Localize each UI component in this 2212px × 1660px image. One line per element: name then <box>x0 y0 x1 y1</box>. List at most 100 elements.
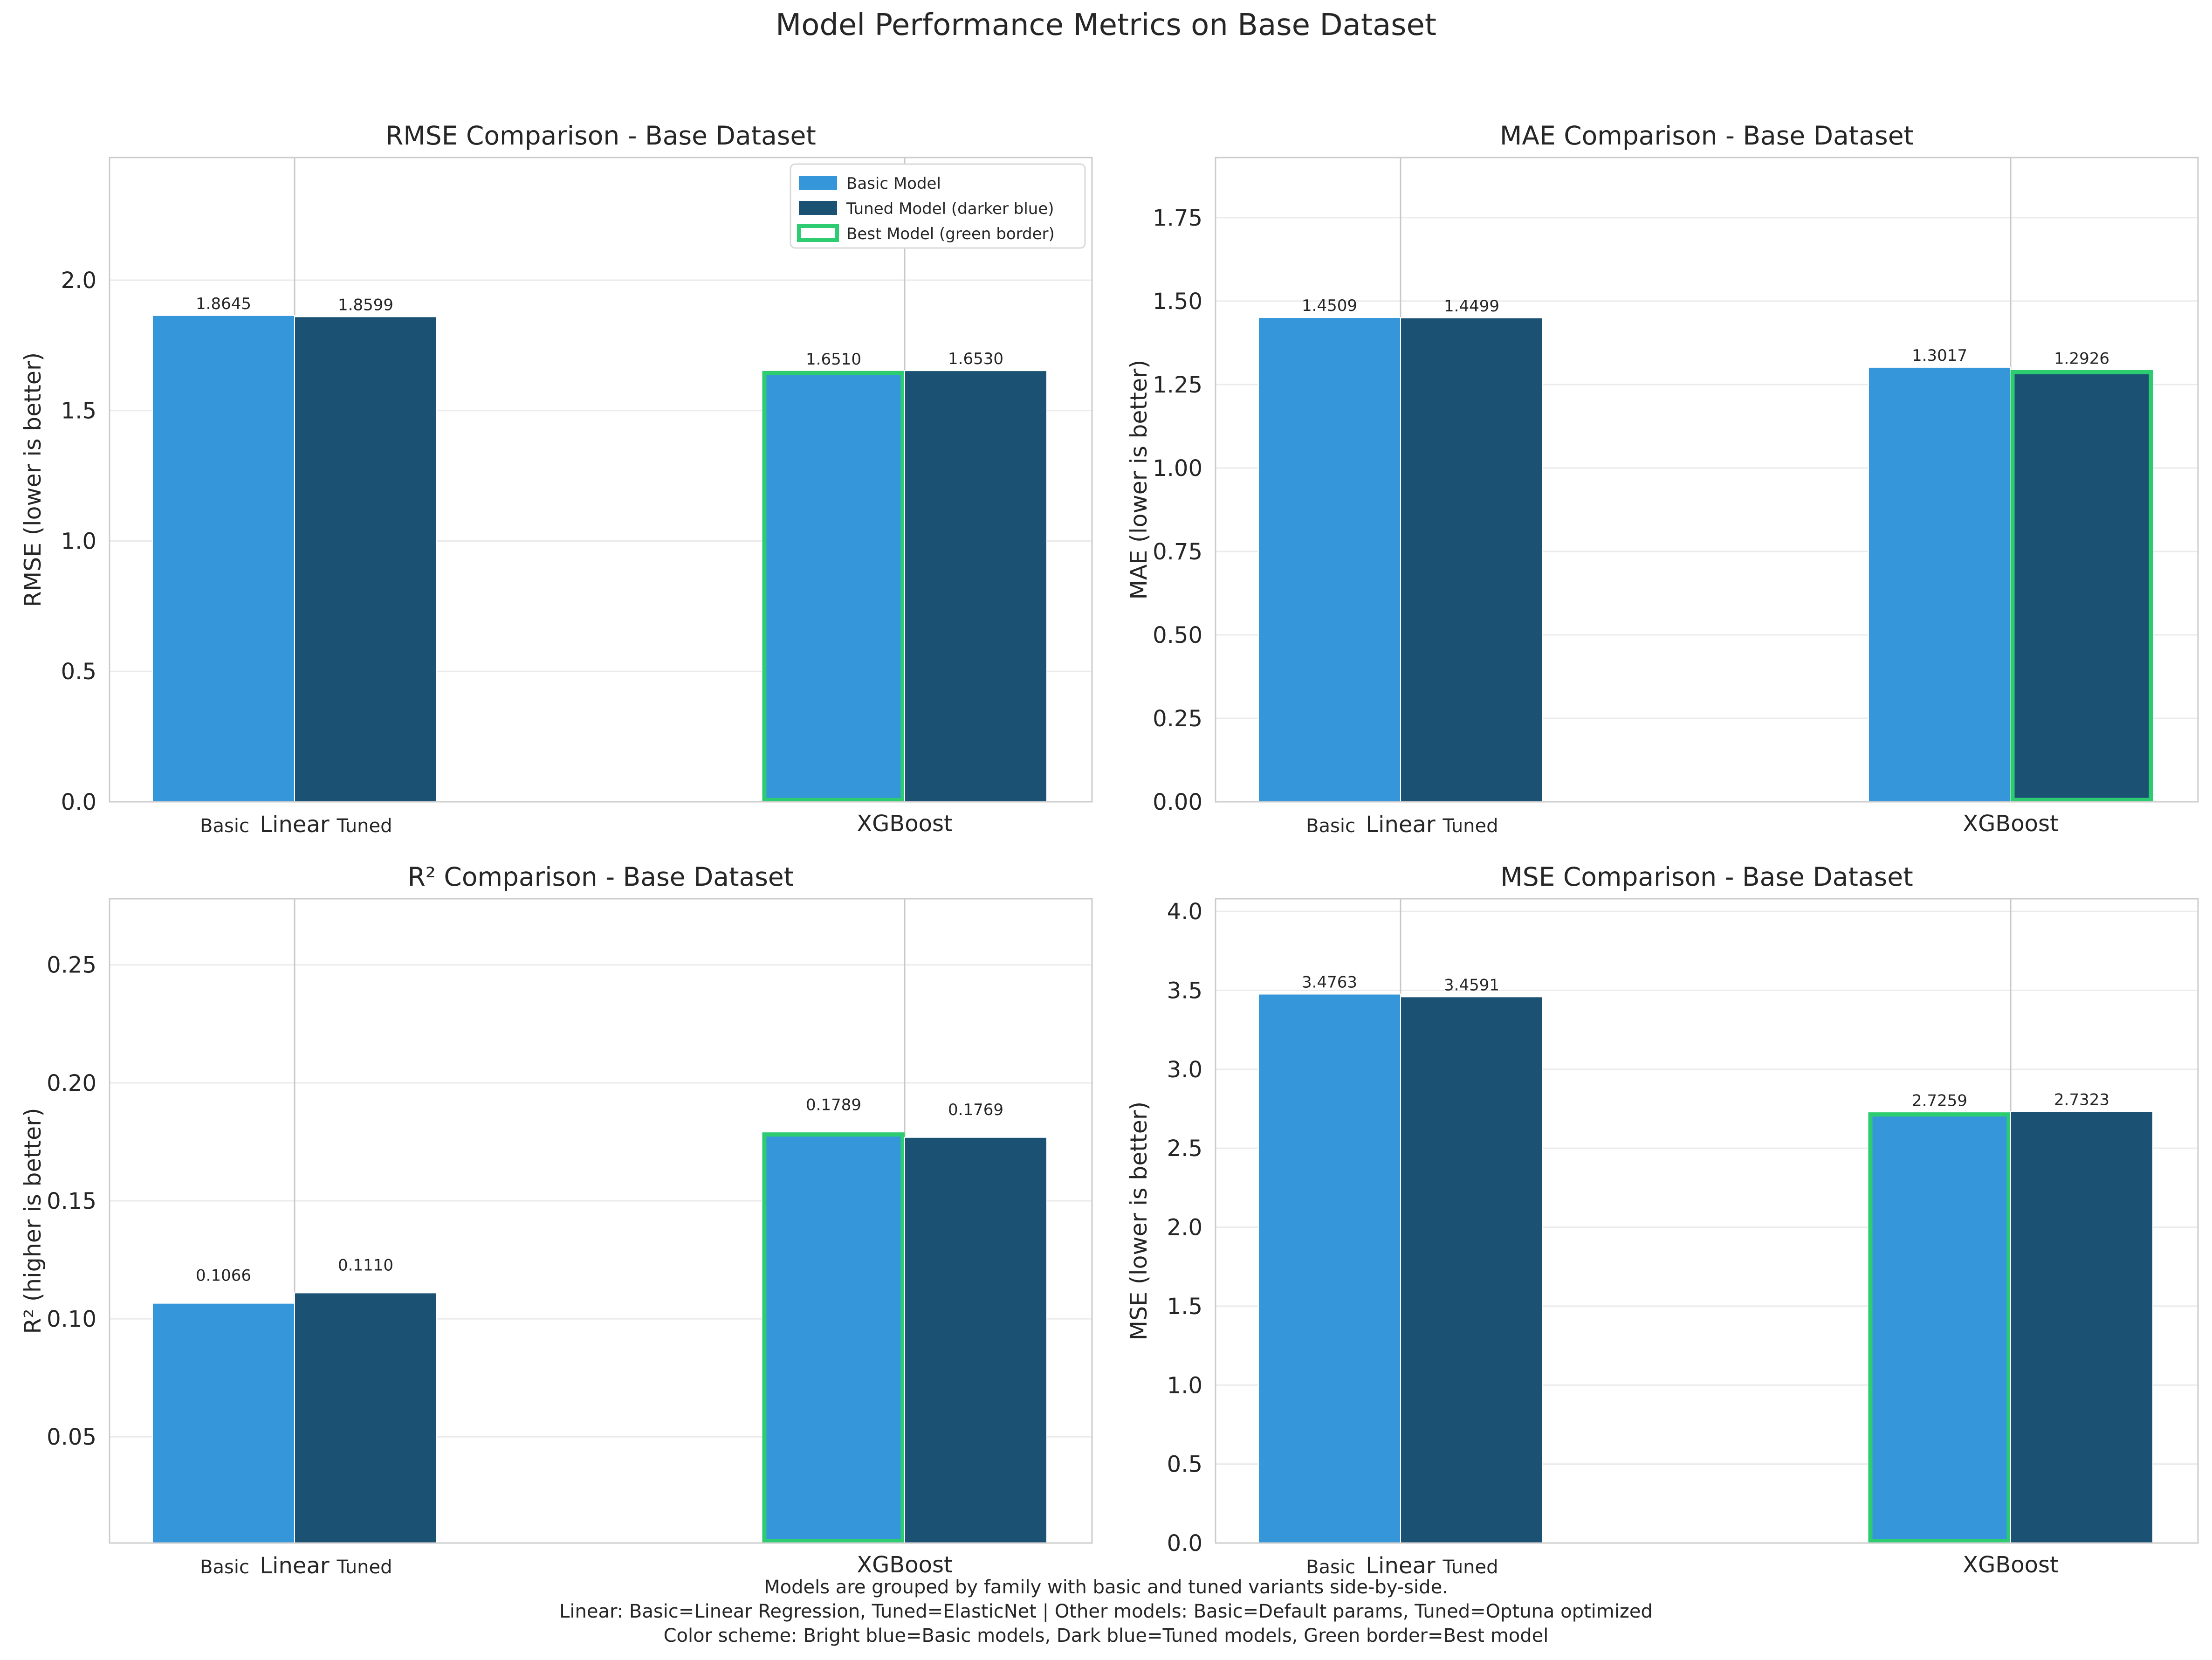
family-label: XGBoost <box>857 1552 953 1578</box>
bar-basic-xgboost <box>1869 1113 2011 1543</box>
chart-title: R² Comparison - Base Dataset <box>408 862 794 892</box>
bar-tuned-xgboost <box>2011 1112 2153 1543</box>
y-tick-label: 2.5 <box>1167 1136 1202 1162</box>
chart-title: RMSE Comparison - Base Dataset <box>385 121 816 151</box>
bar-value-label: 3.4591 <box>1444 976 1499 994</box>
legend-swatch-basic <box>799 176 837 190</box>
y-tick-label: 0.25 <box>47 952 96 978</box>
bar-basic-linear <box>1258 994 1401 1543</box>
bar-value-label: 2.7323 <box>2054 1091 2109 1109</box>
bar-basic-xgboost <box>1869 367 2011 802</box>
y-tick-label: 0.05 <box>47 1424 96 1450</box>
bar-value-label: 1.6530 <box>948 350 1003 368</box>
legend-swatch-tuned <box>799 201 837 215</box>
bar-tuned-xgboost <box>2011 370 2153 802</box>
legend: Basic Model Tuned Model (darker blue) Best… <box>790 164 1085 248</box>
bar-value-label: 1.4499 <box>1444 297 1499 316</box>
bar-basic-linear <box>152 316 295 802</box>
y-axis-label: R² (higher is better) <box>20 1108 46 1334</box>
bar-basic-xgboost <box>763 1133 905 1543</box>
bar-tuned-xgboost <box>905 1137 1047 1543</box>
y-tick-label: 1.5 <box>61 398 96 424</box>
variant-label-tuned: Tuned <box>336 1557 392 1578</box>
bar-tuned-linear <box>295 317 437 802</box>
y-tick-label: 1.5 <box>1167 1294 1202 1320</box>
legend-label: Best Model (green border) <box>846 225 1055 243</box>
y-tick-label: 1.25 <box>1153 372 1202 398</box>
family-label: Linear <box>1366 812 1435 838</box>
bar-tuned-xgboost <box>905 371 1047 802</box>
y-axis-label: MAE (lower is better) <box>1126 360 1152 600</box>
y-axis-label: RMSE (lower is better) <box>20 352 46 607</box>
y-axis-label: MSE (lower is better) <box>1126 1102 1152 1340</box>
variant-label-basic: Basic <box>1306 1557 1355 1578</box>
bar-value-label: 1.8645 <box>196 295 251 313</box>
y-tick-label: 0.75 <box>1153 539 1202 565</box>
variant-label-basic: Basic <box>200 815 249 837</box>
footer-notes: Models are grouped by family with basic … <box>559 1577 1653 1646</box>
family-label: XGBoost <box>857 811 953 837</box>
y-tick-label: 1.0 <box>61 528 96 554</box>
variant-label-basic: Basic <box>200 1557 249 1578</box>
y-tick-label: 3.0 <box>1167 1057 1202 1083</box>
variant-label-tuned: Tuned <box>1442 815 1498 837</box>
bar-value-label: 1.3017 <box>1912 346 1967 365</box>
variant-label-tuned: Tuned <box>1442 1557 1498 1578</box>
chart-title: MAE Comparison - Base Dataset <box>1500 121 1914 151</box>
footer-line-3: Color scheme: Bright blue=Basic models, … <box>664 1625 1549 1646</box>
family-label: XGBoost <box>1963 811 2059 837</box>
y-tick-label: 2.0 <box>61 268 96 294</box>
bar-basic-xgboost <box>763 371 905 802</box>
chart-panel-3: 0.05 0.10 0.15 0.20 0.25 0.1066 0.1110 Basic Lin… <box>20 862 1092 1579</box>
y-tick-label: 0.50 <box>1153 622 1202 648</box>
bar-value-label: 1.6510 <box>806 350 861 369</box>
y-tick-label: 0.00 <box>1153 789 1202 815</box>
chart-title: MSE Comparison - Base Dataset <box>1500 862 1913 892</box>
bar-basic-linear <box>1258 317 1401 802</box>
y-tick-label: 0.5 <box>61 659 96 685</box>
y-tick-label: 0.10 <box>47 1306 96 1332</box>
variant-label-basic: Basic <box>1306 815 1355 837</box>
y-tick-label: 0.5 <box>1167 1452 1202 1478</box>
y-tick-label: 4.0 <box>1167 899 1202 925</box>
bar-value-label: 2.7259 <box>1912 1092 1967 1110</box>
y-tick-label: 1.50 <box>1153 289 1202 315</box>
bar-value-label: 0.1789 <box>806 1096 861 1115</box>
bar-value-label: 1.4509 <box>1302 296 1357 315</box>
bar-value-label: 3.4763 <box>1302 973 1357 992</box>
footer-line-2: Linear: Basic=Linear Regression, Tuned=E… <box>559 1601 1653 1622</box>
bar-tuned-linear <box>295 1293 437 1543</box>
chart-panel-4: 0.0 0.5 1.0 1.5 2.0 2.5 3.0 3.5 4.0 3.4763 3.4591 B… <box>1126 862 2198 1579</box>
bar-basic-linear <box>152 1303 295 1543</box>
variant-label-tuned: Tuned <box>336 815 392 837</box>
chart-panel-2: 0.00 0.25 0.50 0.75 1.00 1.25 1.50 1.75 1.4509 1.… <box>1126 121 2198 838</box>
figure-title: Model Performance Metrics on Base Datase… <box>776 8 1436 42</box>
family-label: Linear <box>260 1553 329 1579</box>
y-tick-label: 0.0 <box>61 789 96 815</box>
bar-value-label: 0.1769 <box>948 1101 1003 1119</box>
family-label: Linear <box>260 812 329 838</box>
y-tick-label: 0.15 <box>47 1188 96 1214</box>
legend-label: Basic Model <box>846 174 941 193</box>
y-tick-label: 1.75 <box>1153 205 1202 231</box>
bar-value-label: 0.1110 <box>338 1256 393 1274</box>
y-tick-label: 2.0 <box>1167 1215 1202 1241</box>
family-label: XGBoost <box>1963 1552 2059 1578</box>
footer-line-1: Models are grouped by family with basic … <box>764 1577 1448 1598</box>
legend-label: Tuned Model (darker blue) <box>846 200 1054 218</box>
chart-panel-1: 0.0 0.5 1.0 1.5 2.0 1.8645 1.8599 Basic Linear Tu… <box>20 121 1092 838</box>
bar-value-label: 1.2926 <box>2054 349 2109 368</box>
bar-value-label: 1.8599 <box>338 296 393 314</box>
y-tick-label: 1.00 <box>1153 455 1202 482</box>
bar-value-label: 0.1066 <box>196 1267 251 1285</box>
y-tick-label: 0.20 <box>47 1070 96 1096</box>
bar-tuned-linear <box>1401 997 1543 1543</box>
legend-swatch-best <box>799 226 837 240</box>
y-tick-label: 0.25 <box>1153 706 1202 732</box>
y-tick-label: 0.0 <box>1167 1530 1202 1557</box>
y-tick-label: 3.5 <box>1167 978 1202 1004</box>
family-label: Linear <box>1366 1553 1435 1579</box>
y-tick-label: 1.0 <box>1167 1372 1202 1398</box>
bar-tuned-linear <box>1401 318 1543 802</box>
